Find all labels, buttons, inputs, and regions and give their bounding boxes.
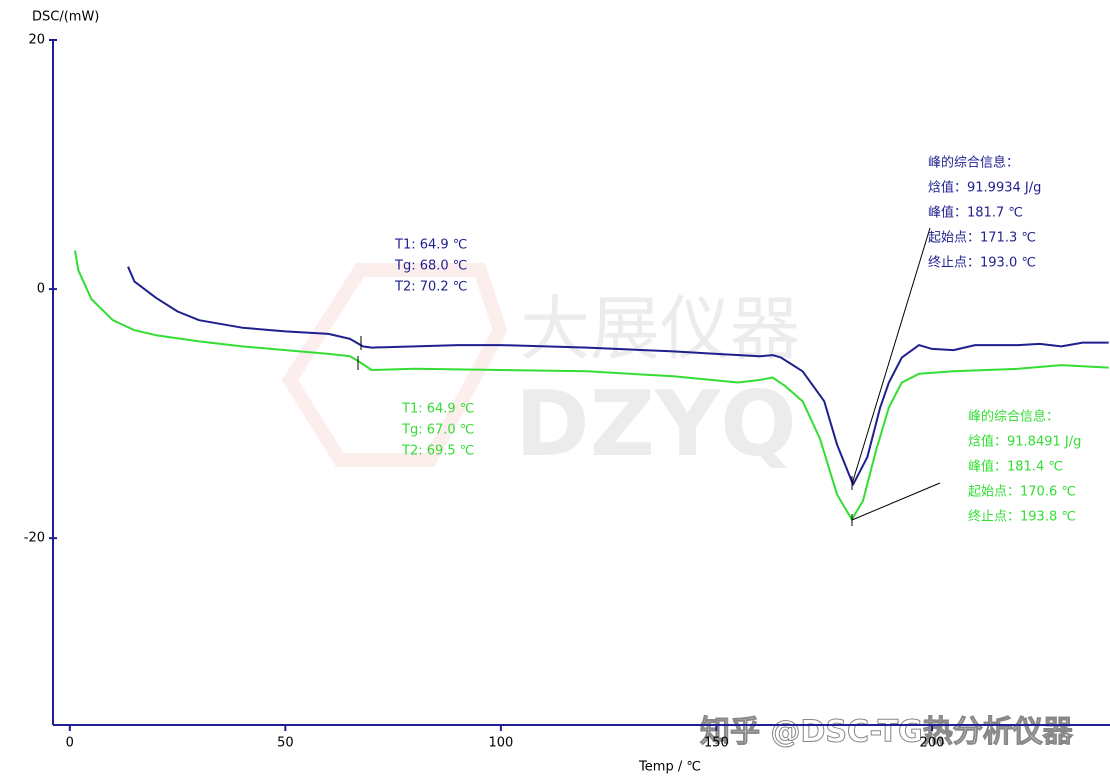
y-axis-label: DSC/(mW)	[32, 10, 99, 25]
annotation: 峰的综合信息：	[968, 409, 1059, 425]
data-line	[74, 250, 1109, 521]
annotation: 终止点：193.0 ℃	[928, 255, 1036, 271]
annotation: 焓值：91.8491 J/g	[968, 434, 1081, 450]
annotation: 终止点：193.8 ℃	[968, 509, 1076, 525]
x-tick-label: 0	[66, 736, 74, 751]
watermark: 大展仪器	[520, 288, 800, 370]
annotation: 峰值：181.7 ℃	[928, 205, 1023, 221]
annotation: 起始点：171.3 ℃	[928, 231, 1036, 246]
annotation: T2: 70.2 ℃	[394, 280, 467, 295]
annotation: 起始点：170.6 ℃	[968, 485, 1076, 500]
watermark: DZYQ	[515, 372, 797, 477]
annotation: T1: 64.9 ℃	[401, 402, 474, 417]
watermark: 知乎 @DSC-TG热分析仪器	[700, 715, 1074, 750]
x-tick-label: 150	[704, 736, 729, 751]
annotation: 焓值：91.9934 J/g	[928, 180, 1041, 196]
annotation: Tg: 68.0 ℃	[394, 259, 467, 274]
leader-line	[851, 482, 941, 521]
leader-line	[851, 227, 931, 485]
annotation: T1: 64.9 ℃	[394, 238, 467, 253]
data-line	[127, 266, 1109, 486]
x-tick-label: 200	[920, 736, 945, 751]
y-tick-label: 20	[28, 33, 45, 48]
y-tick-label: -20	[24, 531, 45, 546]
annotation: 峰的综合信息：	[928, 155, 1019, 171]
annotation: 峰值：181.4 ℃	[968, 459, 1063, 475]
x-tick-label: 100	[488, 736, 513, 751]
x-tick-label: 50	[277, 736, 294, 751]
watermark-logo	[281, 263, 508, 467]
annotation: Tg: 67.0 ℃	[401, 423, 474, 438]
x-axis-label: Temp / ℃	[638, 760, 701, 775]
annotation: T2: 69.5 ℃	[401, 444, 474, 459]
y-tick-label: 0	[37, 282, 45, 297]
